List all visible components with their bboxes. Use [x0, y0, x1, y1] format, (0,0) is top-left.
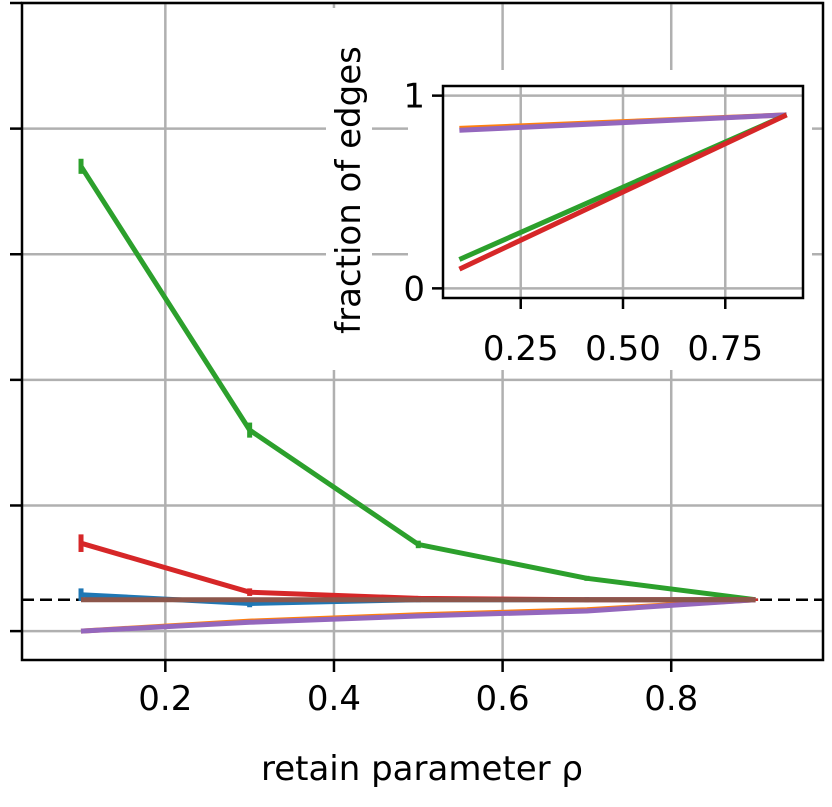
main-x-ticks: 0.2 0.4 0.6 0.8: [138, 660, 698, 719]
main-series: [22, 158, 823, 634]
x-tick-label: 0.8: [644, 679, 698, 719]
main-frame: [20, 1, 825, 662]
main-y-ticks: [10, 1, 22, 633]
inset-chart: 0.25 0.50 0.75 01 fraction of edges: [326, 8, 812, 370]
inset-y-tick-label: 1: [403, 77, 425, 117]
inset-x-tick-label: 0.25: [483, 329, 559, 369]
inset-series-line: [459, 112, 787, 133]
inset-y-label-background: [326, 8, 372, 370]
inset-x-tick-label: 0.50: [585, 329, 661, 369]
x-axis-label: retain parameter ρ: [261, 749, 583, 789]
series-line: [80, 540, 756, 603]
inset-series-line: [458, 112, 788, 272]
x-tick-label: 0.2: [138, 679, 192, 719]
inset-y-tick-label: 0: [403, 269, 425, 309]
inset-y-axis-label: fraction of edges: [329, 46, 369, 334]
inset-x-ticks: 0.25 0.50 0.75: [483, 298, 763, 369]
inset-y-ticks: 01: [403, 77, 443, 309]
inset-series: [458, 112, 788, 272]
x-tick-label: 0.4: [307, 679, 361, 719]
series-line: [80, 597, 756, 634]
main-axes-frame: [20, 1, 825, 662]
inset-x-tick-label: 0.75: [687, 329, 763, 369]
inset-y-axis-label-group: fraction of edges: [326, 8, 372, 370]
x-tick-label: 0.6: [476, 679, 530, 719]
